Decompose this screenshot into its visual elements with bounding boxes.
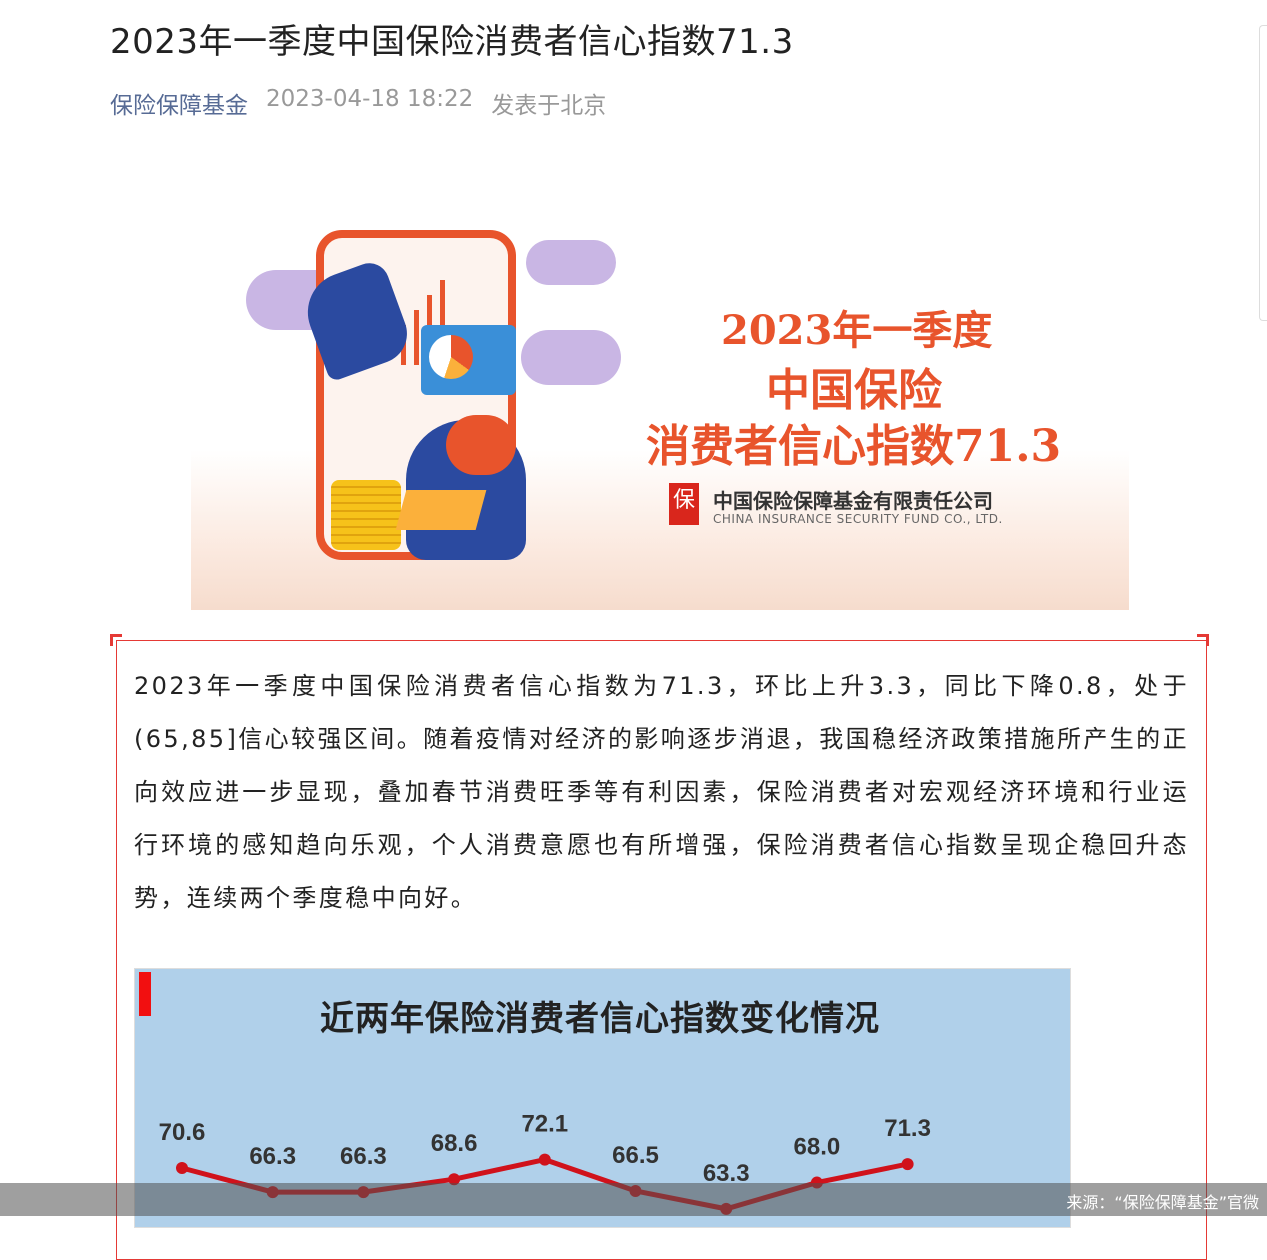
data-label: 70.6 <box>159 1119 206 1146</box>
publish-datetime: 2023-04-18 18:22 <box>266 86 474 112</box>
data-label: 66.3 <box>340 1143 387 1170</box>
data-label: 71.3 <box>884 1115 931 1142</box>
coins-illustration <box>331 480 401 550</box>
data-point <box>176 1162 188 1174</box>
frame-corner <box>1197 634 1209 646</box>
hair-illustration <box>446 415 516 475</box>
data-label: 66.5 <box>612 1142 659 1169</box>
company-name-cn: 中国保险保障基金有限责任公司 <box>713 489 993 513</box>
side-panel-edge[interactable] <box>1259 25 1267 321</box>
chart-title: 近两年保险消费者信心指数变化情况 <box>320 999 880 1039</box>
cloud-icon <box>526 240 616 285</box>
article-title: 2023年一季度中国保险消费者信心指数71.3 <box>110 22 794 62</box>
body-paragraph: 2023年一季度中国保险消费者信心指数为71.3，环比上升3.3，同比下降0.8… <box>134 672 1189 912</box>
banner-line-1: 2023年一季度 <box>721 307 993 354</box>
data-label: 66.3 <box>249 1143 296 1170</box>
data-label: 63.3 <box>703 1160 750 1187</box>
cisf-logo: 保 <box>669 483 699 525</box>
banner-line-2: 中国保险 <box>766 365 942 416</box>
banner-image: 2023年一季度 中国保险 消费者信心指数71.3 保 中国保险保障基金有限责任… <box>191 210 1129 610</box>
pie-chart-icon <box>429 335 473 379</box>
laptop-illustration <box>395 490 487 530</box>
data-point <box>448 1173 461 1186</box>
company-name-en: CHINA INSURANCE SECURITY FUND CO., LTD. <box>713 512 1003 526</box>
article-meta: 保险保障基金 2023-04-18 18:22 发表于北京 <box>110 86 606 120</box>
data-label: 72.1 <box>521 1111 568 1138</box>
source-overlay <box>0 1183 1267 1216</box>
data-point <box>538 1153 551 1166</box>
data-point <box>901 1158 914 1171</box>
red-flag-marker <box>139 972 151 1016</box>
frame-corner <box>110 634 122 646</box>
data-label: 68.0 <box>794 1134 841 1161</box>
publish-location: 发表于北京 <box>491 93 607 119</box>
account-name-link[interactable]: 保险保障基金 <box>110 93 248 119</box>
source-caption: 来源：“保险保障基金”官微 <box>1066 1193 1259 1212</box>
banner-line-3: 消费者信心指数71.3 <box>646 421 1062 472</box>
data-label: 68.6 <box>431 1130 478 1157</box>
cloud-icon <box>521 330 621 385</box>
